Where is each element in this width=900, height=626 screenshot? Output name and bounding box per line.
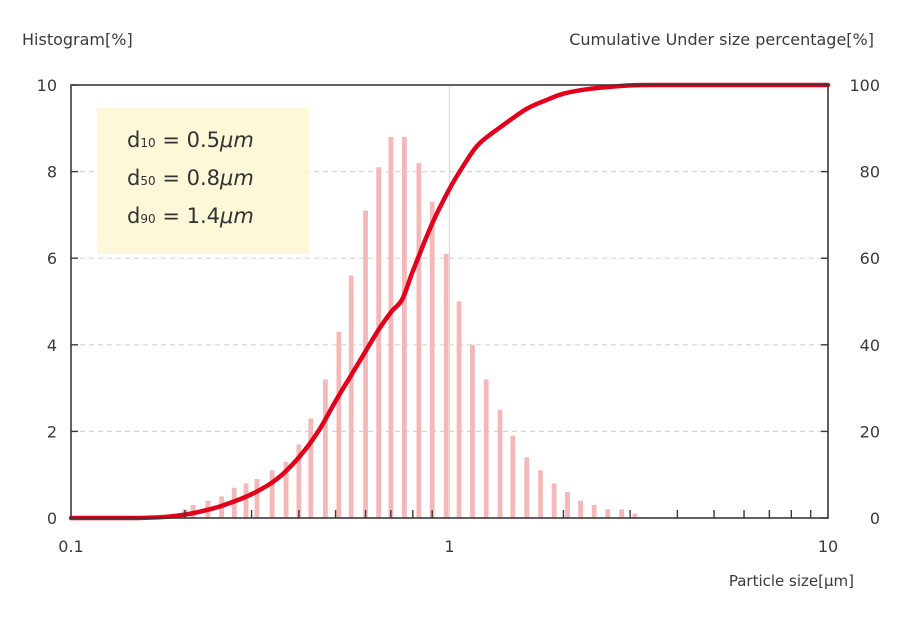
histogram-bar <box>416 162 422 518</box>
y-right-tick-label: 0 <box>870 509 880 528</box>
histogram-bars <box>174 136 638 518</box>
d10-unit: μm <box>220 128 254 152</box>
histogram-bar <box>296 444 302 518</box>
d90-sub: 90 <box>140 212 156 226</box>
d90-stat: d90 = 1.4μm <box>127 204 254 228</box>
x-tick-label: 1 <box>444 537 454 556</box>
histogram-bar <box>578 500 583 518</box>
histogram-bar <box>619 509 625 518</box>
histogram-bar <box>605 509 611 518</box>
d10-label: d <box>127 128 141 152</box>
y-left-tick-label: 4 <box>47 336 57 355</box>
histogram-bar <box>565 492 570 518</box>
y-left-tick-label: 6 <box>47 249 57 268</box>
histogram-bar <box>497 409 503 518</box>
plot-frame <box>70 84 829 519</box>
right-axis-title: Cumulative Under size percentage[%] <box>569 30 874 49</box>
x-tick-label: 10 <box>818 537 838 556</box>
d10-sub: 10 <box>140 136 156 150</box>
y-right-tick-label: 60 <box>860 249 880 268</box>
d90-unit: μm <box>220 204 254 228</box>
x-tick-label: 0.1 <box>58 537 83 556</box>
histogram-bar <box>308 418 314 518</box>
histogram-bar <box>283 461 289 518</box>
y-right-tick-label: 80 <box>860 163 880 182</box>
d50-eq: = <box>162 166 180 190</box>
histogram-bar <box>363 210 368 518</box>
histogram-bar <box>376 167 382 518</box>
histogram-bar <box>510 435 516 518</box>
x-axis-title: Particle size[µm] <box>728 572 854 590</box>
d90-eq: = <box>162 204 180 228</box>
d50-value: 0.8 <box>186 166 221 190</box>
d50-sub: 50 <box>140 174 156 188</box>
y-left-tick-label: 10 <box>37 76 57 95</box>
d10-eq: = <box>162 128 180 152</box>
percentile-box: d10 = 0.5μm d50 = 0.8μm d90 = 1.4μm <box>97 108 309 254</box>
d10-value: 0.5 <box>186 128 221 152</box>
histogram-bar <box>632 513 638 518</box>
y-left-tick-label: 2 <box>47 422 57 441</box>
histogram-bar <box>470 344 475 518</box>
d50-label: d <box>127 166 141 190</box>
histogram-bar <box>243 483 249 518</box>
cumulative-line <box>68 82 831 521</box>
histogram-bar <box>524 457 530 518</box>
d10-stat: d10 = 0.5μm <box>127 128 254 152</box>
d90-value: 1.4 <box>186 204 221 228</box>
plot-border <box>70 84 829 519</box>
y-left-tick-label: 8 <box>47 163 57 182</box>
y-right-tick-label: 40 <box>860 336 880 355</box>
cumulative-curve <box>68 82 831 521</box>
d50-unit: μm <box>220 166 254 190</box>
histogram-bar <box>443 253 449 518</box>
histogram-bar <box>483 379 489 518</box>
y-right-tick-label: 100 <box>849 76 880 95</box>
histogram-bar <box>551 483 557 518</box>
histogram-bar <box>336 331 342 518</box>
histogram-bar <box>348 275 354 518</box>
histogram-bar <box>254 479 260 518</box>
left-axis-title: Histogram[%] <box>22 30 133 49</box>
histogram-bar <box>269 470 275 518</box>
y-right-tick-label: 20 <box>860 422 880 441</box>
histogram-bar <box>388 136 394 518</box>
histogram-bar <box>429 201 435 518</box>
histogram-bar <box>538 470 543 518</box>
histogram-bar <box>401 136 407 518</box>
d90-label: d <box>127 204 141 228</box>
y-left-tick-label: 0 <box>47 509 57 528</box>
histogram-bar <box>322 379 328 518</box>
histogram-bar <box>456 301 462 518</box>
histogram-bar <box>591 505 597 518</box>
d50-stat: d50 = 0.8μm <box>127 166 254 190</box>
